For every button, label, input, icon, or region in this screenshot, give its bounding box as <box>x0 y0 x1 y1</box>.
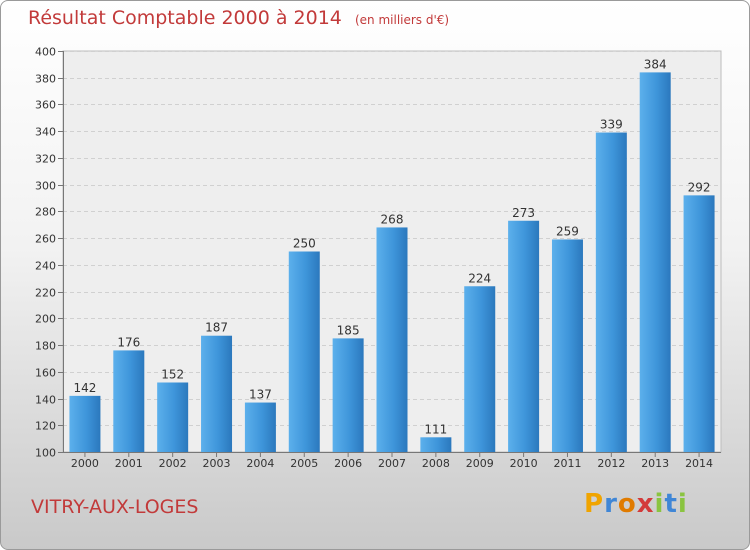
bar-2008 <box>420 437 452 452</box>
data-label-2011: 259 <box>556 224 579 238</box>
x-tick-label-2007: 2007 <box>378 457 406 470</box>
y-tick-label: 400 <box>35 46 56 59</box>
y-tick-label: 380 <box>35 73 56 86</box>
bar-2001 <box>113 350 145 452</box>
commune-name: VITRY-AUX-LOGES <box>31 496 199 518</box>
y-tick-label: 180 <box>35 340 56 353</box>
logo-letter: x <box>636 489 655 519</box>
x-tick-label-2000: 2000 <box>71 457 99 470</box>
x-tick-label-2005: 2005 <box>290 457 318 470</box>
x-tick-label-2006: 2006 <box>334 457 362 470</box>
bar-2009 <box>464 286 496 452</box>
bar-2011 <box>551 239 583 452</box>
bar-2012 <box>595 132 627 452</box>
data-label-2007: 268 <box>381 212 404 226</box>
x-tick-label-2012: 2012 <box>597 457 625 470</box>
x-tick-label-2010: 2010 <box>510 457 538 470</box>
data-label-2010: 273 <box>512 206 535 220</box>
x-tick-label-2004: 2004 <box>246 457 274 470</box>
x-tick-label-2014: 2014 <box>685 457 713 470</box>
data-labels: 142 176 152 187 137 250 185 268 111 224 273 259 339 3… <box>73 57 710 436</box>
chart-title-text: Résultat Comptable 2000 à 2014 <box>28 7 342 29</box>
bar-2004 <box>244 402 276 452</box>
y-tick-label: 280 <box>35 206 56 219</box>
x-tick-label-2008: 2008 <box>422 457 450 470</box>
y-tick-label: 300 <box>35 180 56 193</box>
bar-2013 <box>639 72 671 453</box>
y-tick-label: 200 <box>35 313 56 326</box>
y-tick-label: 220 <box>35 287 56 300</box>
logo-letter: i <box>654 489 665 519</box>
x-tick-label-2011: 2011 <box>553 457 581 470</box>
data-label-2002: 152 <box>161 367 184 381</box>
data-label-2001: 176 <box>117 335 140 349</box>
logo-letter: P <box>584 489 605 519</box>
y-tick-label: 260 <box>35 233 56 246</box>
bar-2002 <box>157 382 189 452</box>
bar-2010 <box>508 220 540 452</box>
chart-title: Résultat Comptable 2000 à 2014 (en milli… <box>28 7 449 29</box>
x-tick-label-2002: 2002 <box>159 457 187 470</box>
data-label-2013: 384 <box>644 57 667 71</box>
bars <box>69 72 715 453</box>
logo-letter: i <box>677 489 688 519</box>
y-tick-label: 120 <box>35 420 56 433</box>
bar-2000 <box>69 395 101 452</box>
x-tick-label-2013: 2013 <box>641 457 669 470</box>
chart-subtitle: (en milliers d'€) <box>354 13 450 27</box>
bar-2003 <box>201 335 233 452</box>
y-axis: 100 120 140 160 180 200 220 240 260 280 300 320 340 3… <box>35 46 64 460</box>
y-tick-label: 340 <box>35 126 56 139</box>
x-axis: 2000 2001 2002 2003 2004 2005 2006 2007 2008 2009… <box>63 452 721 470</box>
bar-2014 <box>683 195 715 453</box>
y-tick-label: 100 <box>35 447 56 460</box>
proxiti-logo: Proxiti <box>584 489 688 519</box>
data-label-2005: 250 <box>293 237 316 251</box>
data-label-2006: 185 <box>337 323 360 337</box>
y-tick-label: 160 <box>35 367 56 380</box>
data-label-2008: 111 <box>424 422 447 436</box>
bar-2007 <box>376 227 408 452</box>
x-tick-label-2001: 2001 <box>115 457 143 470</box>
bar-2006 <box>332 338 364 452</box>
data-label-2000: 142 <box>73 381 96 395</box>
logo-letter: t <box>664 489 678 519</box>
data-label-2014: 292 <box>688 180 711 194</box>
x-tick-label-2009: 2009 <box>466 457 494 470</box>
y-tick-label: 320 <box>35 153 56 166</box>
y-tick-label: 240 <box>35 260 56 273</box>
x-tick-label-2003: 2003 <box>203 457 231 470</box>
y-tick-label: 360 <box>35 99 56 112</box>
logo-letter: r <box>604 489 618 519</box>
y-tick-label: 140 <box>35 394 56 407</box>
bar-2005 <box>288 251 320 452</box>
data-label-2004: 137 <box>249 388 272 402</box>
data-label-2012: 339 <box>600 118 623 132</box>
data-label-2009: 224 <box>468 271 491 285</box>
logo-letter: o <box>617 489 637 519</box>
data-label-2003: 187 <box>205 321 228 335</box>
